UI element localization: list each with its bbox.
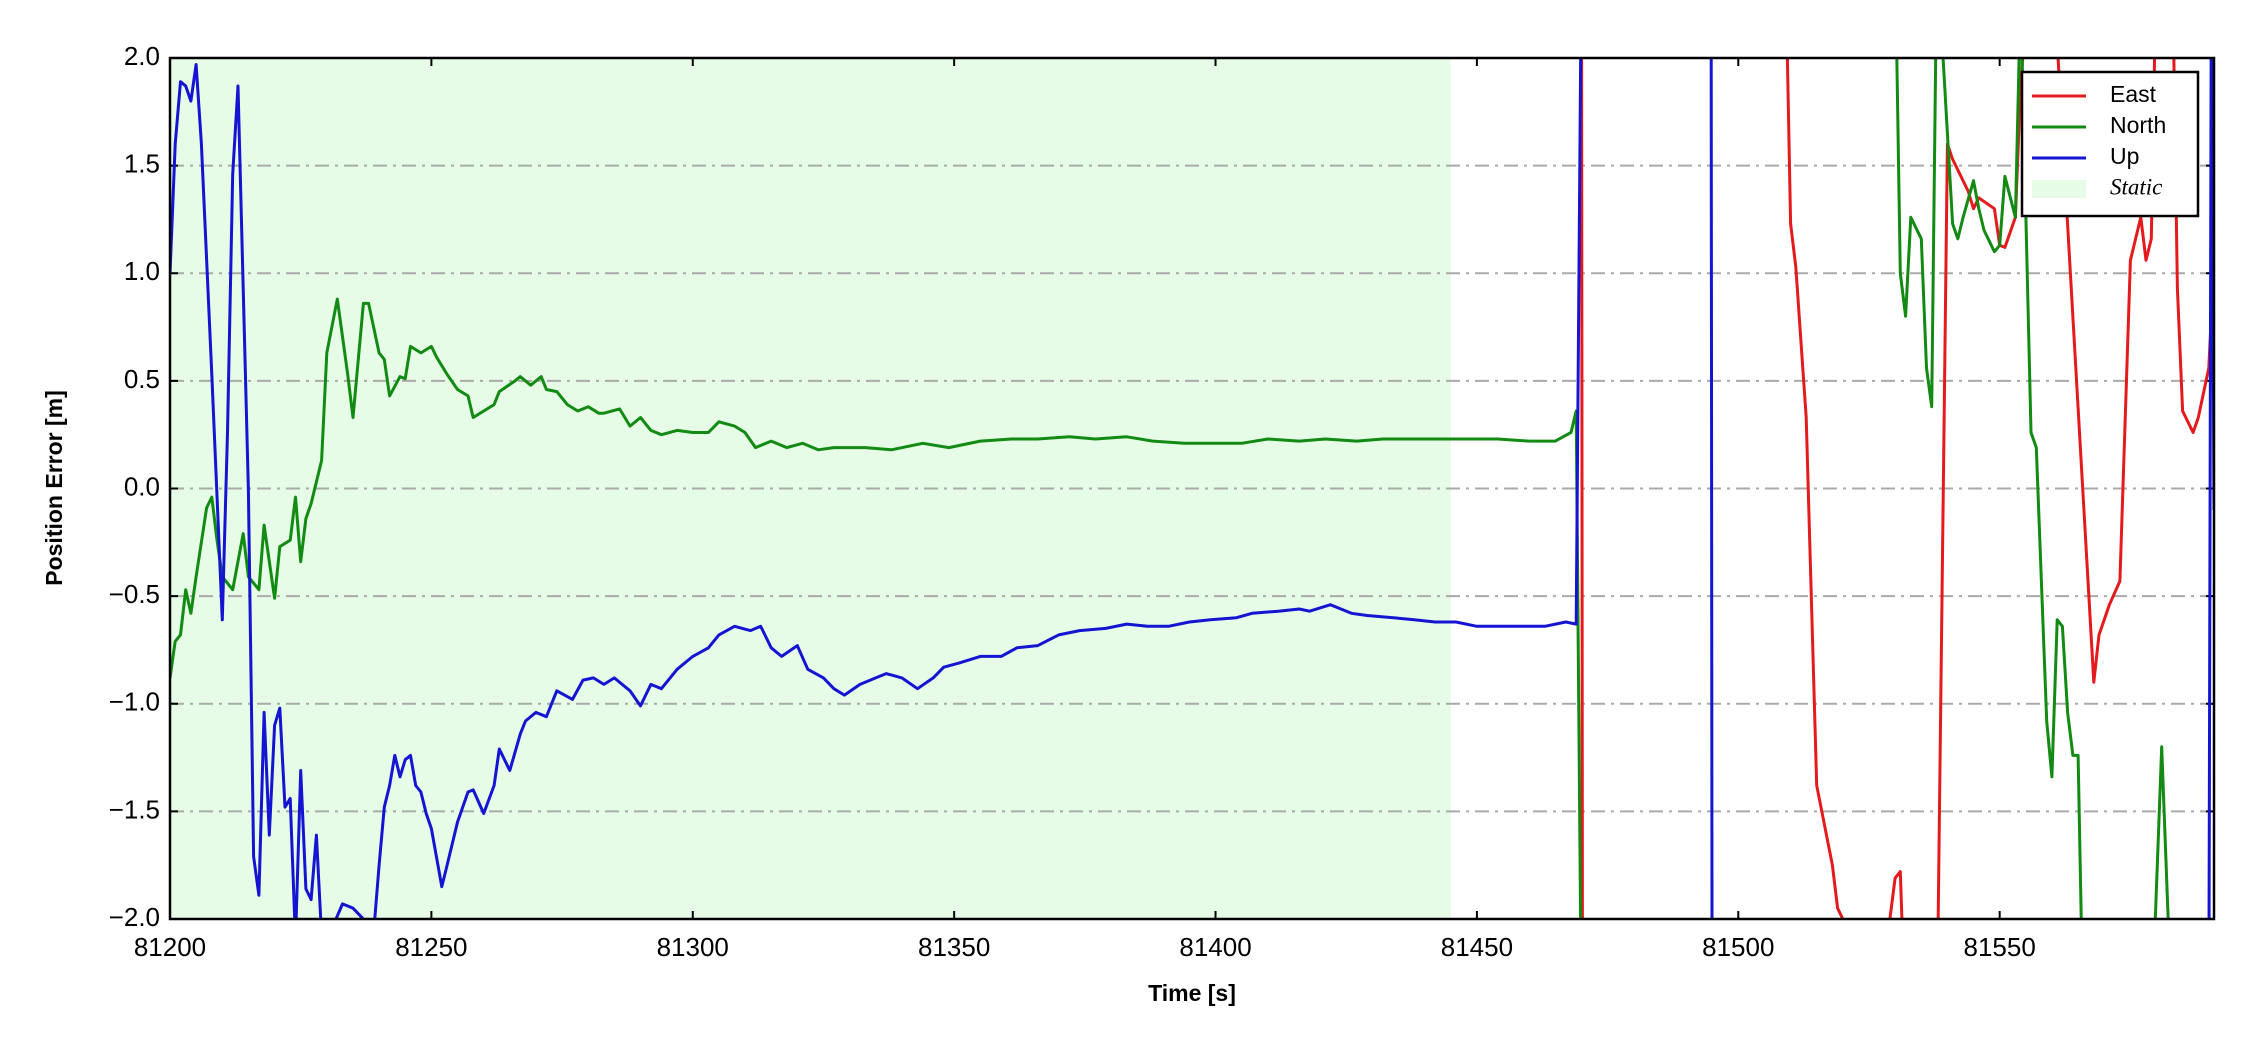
- legend-label: Up: [2110, 143, 2139, 169]
- x-tick-label: 81250: [395, 932, 467, 962]
- legend-label: Static: [2110, 174, 2162, 199]
- series-line: [1580, 58, 2214, 919]
- x-tick-label: 81400: [1179, 932, 1251, 962]
- y-tick-label: 1.5: [124, 149, 160, 179]
- y-tick-label: −2.0: [109, 902, 160, 932]
- y-axis-label: Position Error [m]: [41, 390, 67, 586]
- y-tick-label: 2.0: [124, 41, 160, 71]
- x-tick-label: 81350: [918, 932, 990, 962]
- plot-frame: [168, 56, 2216, 921]
- legend-label: East: [2110, 81, 2157, 107]
- series-line: [170, 58, 2170, 919]
- x-axis-label: Time [s]: [1148, 980, 1236, 1006]
- x-tick-label: 81450: [1441, 932, 1513, 962]
- x-tick-label: 81200: [134, 932, 206, 962]
- x-tick-label: 81500: [1702, 932, 1774, 962]
- y-tick-label: 0.0: [124, 471, 160, 501]
- y-tick-label: 0.5: [124, 364, 160, 394]
- y-tick-label: −0.5: [109, 579, 160, 609]
- y-tick-label: 1.0: [124, 256, 160, 286]
- legend-swatch: [2032, 180, 2086, 198]
- x-tick-label: 81550: [1964, 932, 2036, 962]
- y-tick-label: −1.0: [109, 687, 160, 717]
- legend-label: North: [2110, 112, 2166, 138]
- y-tick-label: −1.5: [109, 794, 160, 824]
- x-tick-label: 81300: [657, 932, 729, 962]
